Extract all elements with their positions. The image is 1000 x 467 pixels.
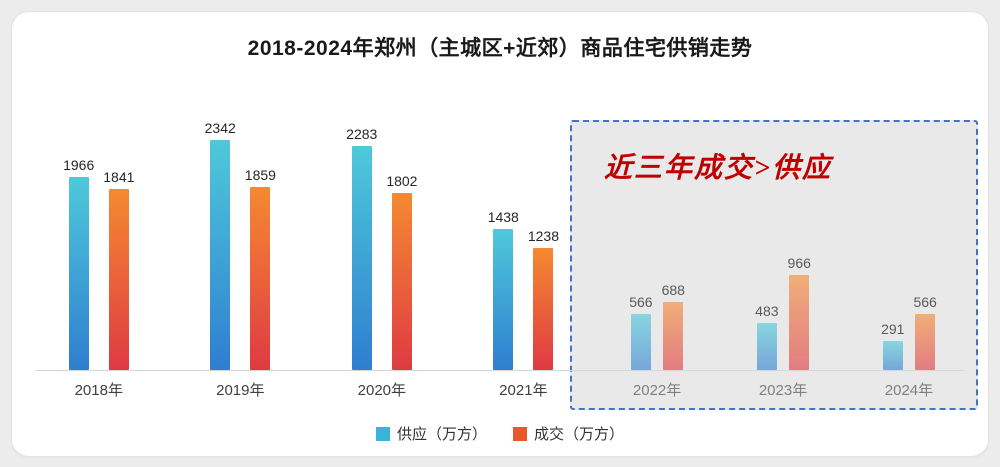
bar-group: 2283 1802 2020年 [346, 112, 417, 400]
supply-bar [493, 229, 514, 370]
x-axis-label: 2022年 [632, 382, 682, 399]
value-label: 1841 [103, 169, 135, 185]
chart-area: 近三年成交>供应 1966 1841 2018年 2342 1859 2019年 2283 1… [28, 112, 978, 410]
chart-title: 2018-2024年郑州（主城区+近郊）商品住宅供销走势 [247, 37, 753, 60]
supply-bar [756, 323, 777, 370]
x-axis-label: 2019年 [216, 382, 265, 399]
deal-bar [391, 193, 412, 370]
bar-groups: 1966 1841 2018年 2342 1859 2019年 2283 1802 2020年 1… [28, 112, 972, 400]
legend-item-supply: 供应（万方） [375, 423, 487, 444]
supply-bar [68, 177, 89, 370]
value-label: 566 [913, 294, 937, 310]
supply-bar [210, 140, 231, 370]
value-label: 1859 [244, 167, 276, 183]
deal-bar [789, 275, 810, 370]
deal-bar [533, 248, 554, 370]
value-label: 566 [629, 294, 653, 310]
deal-bar [663, 302, 684, 370]
x-axis-label: 2021年 [499, 382, 548, 399]
highlight-annotation: 近三年成交>供应 [604, 153, 832, 184]
value-label: 1438 [487, 209, 519, 225]
value-label: 291 [881, 321, 905, 337]
supply-bar [630, 314, 651, 370]
value-label: 2283 [346, 126, 378, 142]
bar-group: 291 566 2024年 [881, 112, 937, 400]
value-label: 1238 [527, 228, 560, 244]
deal-bar [108, 189, 129, 370]
x-axis-label: 2018年 [74, 382, 123, 399]
value-label: 966 [787, 255, 811, 271]
legend: 供应（万方） 成交（万方） [12, 423, 988, 444]
x-axis-label: 2020年 [357, 382, 407, 399]
legend-swatch [513, 426, 527, 441]
bar-group: 2342 1859 2019年 [205, 112, 276, 400]
value-label: 483 [755, 303, 779, 319]
bar-group: 483 966 2023年 [755, 112, 811, 400]
chart-card: 2018-2024年郑州（主城区+近郊）商品住宅供销走势 近三年成交>供应 19… [11, 11, 989, 457]
value-label: 1966 [63, 157, 95, 173]
legend-item-deal: 成交（万方） [513, 423, 624, 444]
value-label: 688 [661, 282, 685, 298]
x-axis-label: 2024年 [884, 382, 934, 399]
legend-swatch [375, 426, 390, 441]
x-axis-label: 2023年 [758, 382, 808, 399]
deal-bar [250, 187, 271, 370]
bar-group: 1966 1841 2018年 [63, 112, 134, 400]
legend-label: 成交（万方） [534, 426, 625, 443]
value-label: 1802 [386, 173, 418, 189]
deal-bar [915, 314, 936, 370]
x-axis-line [36, 370, 964, 371]
value-label: 2342 [204, 120, 236, 136]
supply-bar [882, 341, 903, 370]
supply-bar [351, 146, 372, 370]
bar-group: 566 688 2022年 [629, 112, 685, 400]
legend-label: 供应（万方） [396, 426, 487, 443]
bar-group: 1438 1238 2021年 [488, 112, 559, 400]
